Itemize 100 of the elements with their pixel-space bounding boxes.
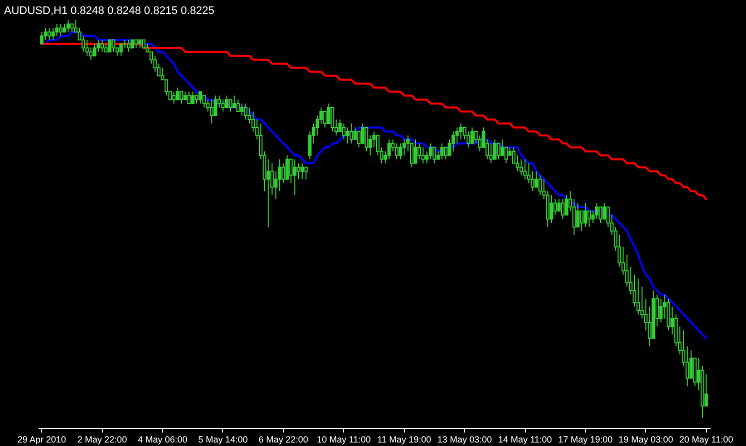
candlestick xyxy=(126,39,130,52)
candlestick xyxy=(478,134,482,152)
candlestick xyxy=(550,194,554,224)
candlestick xyxy=(164,79,168,96)
candlestick xyxy=(191,91,195,104)
candlestick xyxy=(172,91,176,104)
candlestick xyxy=(292,158,296,196)
candlestick xyxy=(108,39,112,52)
candlestick xyxy=(372,130,376,148)
candlestick xyxy=(326,103,330,124)
candlestick xyxy=(598,206,602,224)
candlestick xyxy=(96,39,100,52)
candlestick xyxy=(85,39,89,56)
candlestick xyxy=(187,91,191,104)
candlestick xyxy=(66,20,70,32)
candlestick xyxy=(112,39,116,52)
candlestick xyxy=(285,154,289,180)
x-tick-label: 29 Apr 2010 xyxy=(18,434,66,444)
candlestick xyxy=(225,95,229,108)
x-tick-label: 10 May 11:00 xyxy=(316,434,371,444)
candlestick xyxy=(55,23,59,36)
candlestick xyxy=(198,91,202,104)
candlestick xyxy=(564,194,568,216)
candlestick xyxy=(119,43,123,56)
candlestick xyxy=(414,138,418,164)
candlestick xyxy=(357,130,361,148)
candlestick xyxy=(666,298,670,331)
candlestick xyxy=(221,99,225,112)
candlestick xyxy=(232,95,236,108)
candlestick xyxy=(51,27,55,40)
candlestick xyxy=(470,126,474,144)
candlestick xyxy=(553,198,557,216)
x-tick-label: 2 May 22:00 xyxy=(77,434,127,444)
candlestick xyxy=(421,146,425,164)
candlestick xyxy=(394,142,398,160)
candlestick xyxy=(516,154,520,172)
candlestick xyxy=(210,99,214,124)
candlestick xyxy=(561,198,565,220)
candlestick xyxy=(440,142,444,160)
candlestick xyxy=(500,138,504,156)
candlestick xyxy=(489,142,493,164)
candlestick xyxy=(594,202,598,220)
candlestick xyxy=(300,162,304,180)
candlestick xyxy=(323,111,327,128)
candlestick xyxy=(236,99,240,112)
x-tick-label: 4 May 06:00 xyxy=(138,434,188,444)
candlestick xyxy=(342,122,346,140)
candlestick xyxy=(387,138,391,160)
candlestick xyxy=(330,107,334,132)
x-tick-label: 5 May 14:00 xyxy=(198,434,248,444)
candlestick xyxy=(202,95,206,108)
candlestick xyxy=(58,23,62,36)
candlestick xyxy=(350,122,354,144)
candlestick xyxy=(398,142,402,160)
candlestick xyxy=(584,202,588,228)
candlestick xyxy=(360,122,364,144)
candlestick xyxy=(418,142,422,160)
candlestick xyxy=(304,166,308,180)
candlestick xyxy=(493,138,497,160)
candlestick xyxy=(704,374,708,407)
candlestick xyxy=(452,130,456,152)
candlestick xyxy=(346,126,350,144)
candlestick xyxy=(282,162,286,184)
candlestick xyxy=(496,142,500,160)
x-tick-label: 19 May 03:00 xyxy=(618,434,674,444)
candlestick xyxy=(580,210,584,232)
candlestick xyxy=(228,99,232,112)
candlestick xyxy=(153,55,157,72)
candlestick xyxy=(432,146,436,164)
candlestick xyxy=(176,87,180,100)
x-tick-label: 14 May 11:00 xyxy=(498,434,552,444)
candlestick xyxy=(538,174,542,196)
candlestick xyxy=(693,358,697,387)
chart-title: AUDUSD,H1 0.8248 0.8248 0.8215 0.8225 xyxy=(4,5,214,17)
x-tick-label: 11 May 19:00 xyxy=(377,434,432,444)
candlestick xyxy=(444,146,448,160)
candlestick xyxy=(602,202,606,220)
candlestick xyxy=(364,126,368,152)
candlestick xyxy=(659,298,663,323)
candlestick xyxy=(576,202,580,228)
candlestick xyxy=(240,103,244,116)
candlestick xyxy=(466,130,470,148)
candlestick xyxy=(296,162,300,180)
candlestick xyxy=(100,39,104,52)
x-tick-label: 20 May 11:00 xyxy=(679,434,734,444)
candlestick xyxy=(92,43,96,56)
candlestick xyxy=(266,158,270,228)
candlestick xyxy=(82,35,86,52)
candlestick xyxy=(557,198,561,212)
candlestick xyxy=(636,278,640,316)
candlestick xyxy=(504,146,508,164)
x-tick-label: 13 May 03:00 xyxy=(437,434,492,444)
candlestick xyxy=(587,210,591,228)
candlestick xyxy=(519,158,523,176)
candlestick xyxy=(180,91,184,104)
candlestick xyxy=(44,27,48,40)
candlestick xyxy=(40,31,44,44)
candlestick xyxy=(523,158,527,180)
candlestick xyxy=(428,142,432,160)
candlestick xyxy=(48,27,52,40)
